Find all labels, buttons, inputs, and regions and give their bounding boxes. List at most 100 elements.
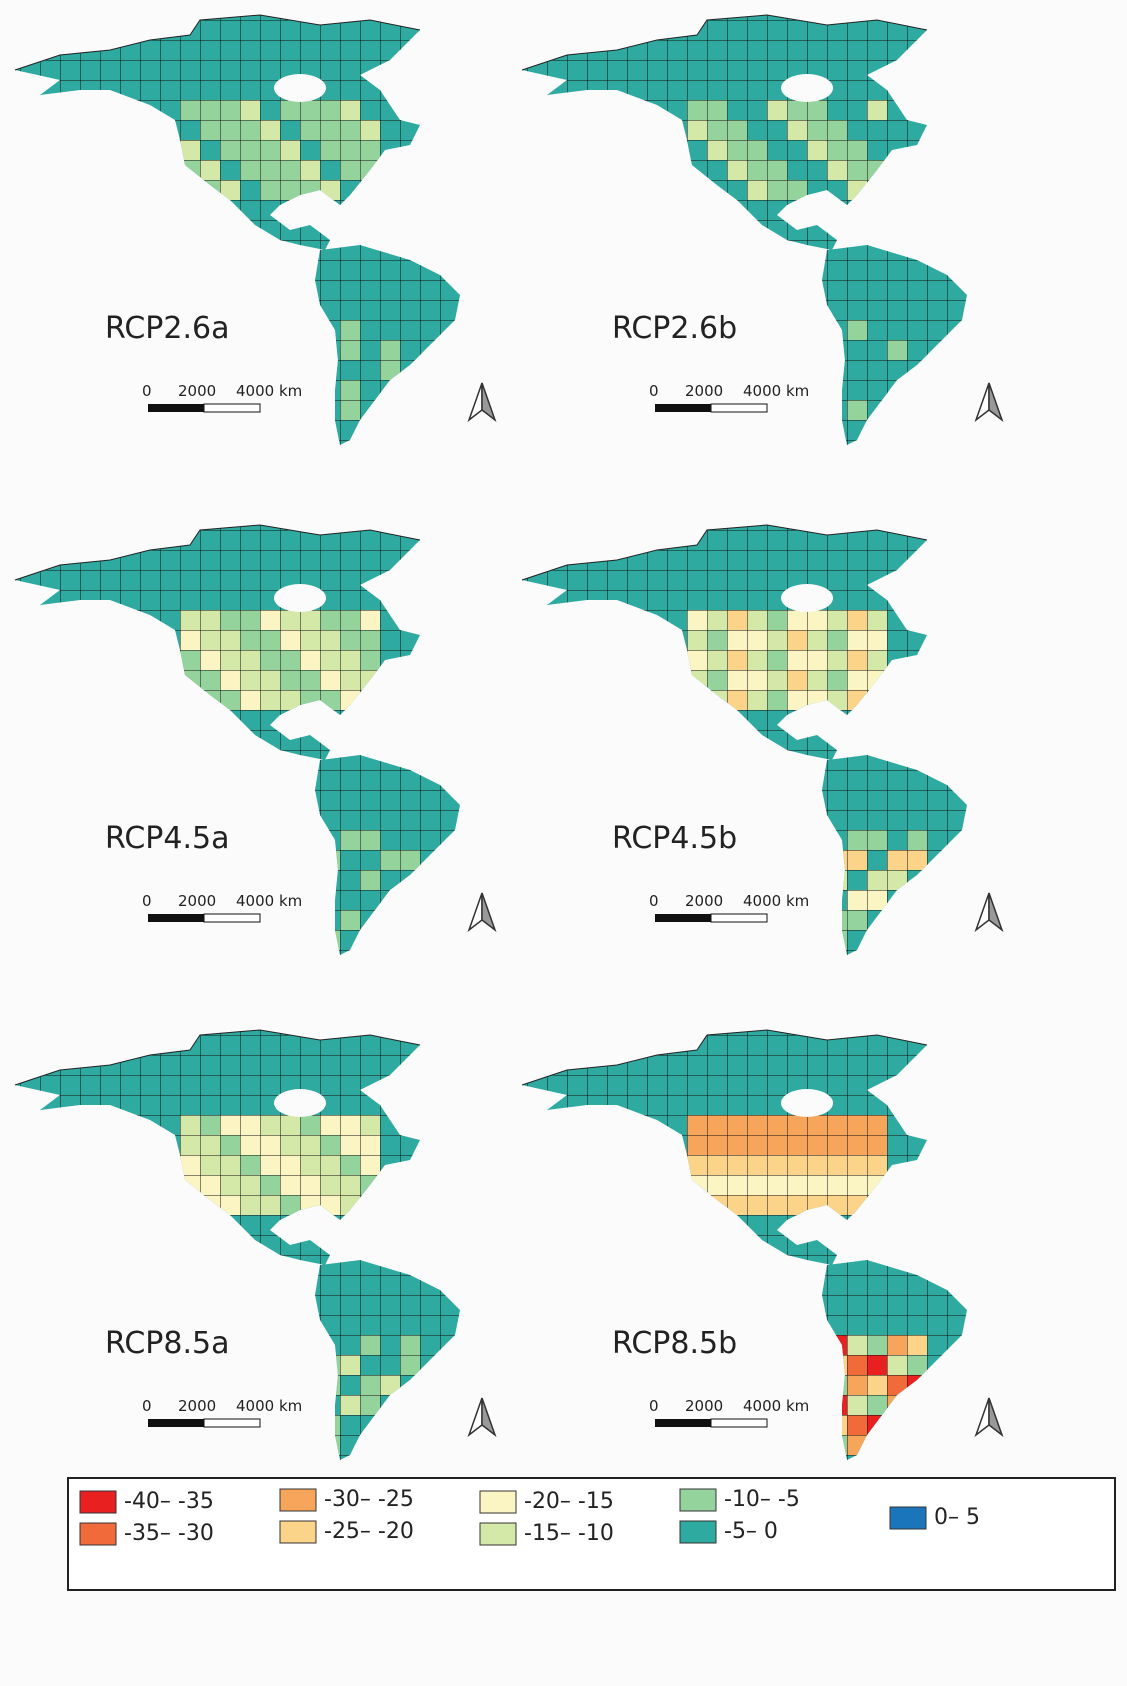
grid-cell — [380, 910, 400, 930]
grid-cell — [907, 1395, 927, 1415]
legend-swatch — [679, 1520, 717, 1544]
panel-label: RCP2.6b — [612, 311, 737, 346]
grid-cell — [887, 400, 907, 420]
scale-label: 2000 — [685, 892, 723, 910]
grid-cell — [400, 1395, 420, 1415]
coast — [521, 524, 928, 581]
legend-label: -30– -25 — [324, 1487, 414, 1512]
panel-label: RCP8.5b — [612, 1326, 737, 1361]
grid-cell — [360, 1195, 380, 1215]
legend-box — [67, 1477, 1116, 1591]
scale-bar-white — [203, 913, 261, 923]
scale-label: 2000 — [685, 382, 723, 400]
scale-bar-black — [148, 914, 204, 922]
scale-label: 0 — [142, 1397, 152, 1415]
panel-label: RCP4.5a — [105, 821, 229, 856]
hudson-bay — [274, 1089, 326, 1117]
panel-label: RCP2.6a — [105, 311, 229, 346]
hudson-bay — [274, 584, 326, 612]
grid-cell — [360, 1435, 380, 1455]
grid-cell — [887, 910, 907, 930]
grid-cell — [687, 1195, 707, 1215]
coast — [14, 524, 421, 581]
grid-cell — [180, 690, 200, 710]
north-arrow — [974, 382, 990, 423]
panel-label: RCP4.5b — [612, 821, 737, 856]
grid-cell — [907, 1435, 927, 1455]
grid-cell — [867, 930, 887, 950]
legend-swatch — [889, 1506, 927, 1530]
grid-cell — [360, 180, 380, 200]
map-panel: RCP8.5a 0 2000 4000 km — [14, 1029, 497, 1460]
scale-bar-white — [710, 913, 768, 923]
grid-cell — [687, 690, 707, 710]
coast — [14, 14, 421, 71]
legend-swatch — [479, 1490, 517, 1514]
grid-cell — [380, 1435, 400, 1455]
grid-cell — [380, 930, 400, 950]
hudson-bay — [274, 74, 326, 102]
scale-bar-black — [148, 1419, 204, 1427]
map-panel: RCP2.6b 0 2000 4000 km — [521, 14, 1004, 445]
north-arrow — [467, 382, 483, 423]
grid-cell — [887, 1435, 907, 1455]
legend-label: -5– 0 — [724, 1519, 778, 1544]
scale-label: 0 — [649, 382, 659, 400]
scale-bar-black — [655, 914, 711, 922]
hudson-bay — [781, 74, 833, 102]
grid-cell — [867, 1435, 887, 1455]
north-arrow — [481, 892, 497, 933]
scale-label: 4000 km — [743, 382, 809, 400]
legend-label: -40– -35 — [124, 1489, 214, 1514]
north-arrow — [481, 1397, 497, 1438]
scale-bar-white — [203, 1418, 261, 1428]
grid-cell — [380, 1415, 400, 1435]
coast — [521, 1029, 928, 1086]
north-arrow — [467, 1397, 483, 1438]
grid-cell — [907, 890, 927, 910]
north-arrow — [974, 1397, 990, 1438]
legend-label: -15– -10 — [524, 1521, 614, 1546]
scale-label: 2000 — [178, 1397, 216, 1415]
grid-cell — [887, 930, 907, 950]
north-arrow — [988, 382, 1004, 423]
scale-label: 2000 — [685, 1397, 723, 1415]
map-panel: RCP2.6a 0 2000 4000 km — [14, 14, 497, 445]
grid-cell — [400, 400, 420, 420]
north-arrow — [988, 1397, 1004, 1438]
legend-swatch — [279, 1488, 317, 1512]
legend-label: -20– -15 — [524, 1489, 614, 1514]
grid-cell — [180, 1195, 200, 1215]
grid-cell — [867, 180, 887, 200]
scale-label: 4000 km — [236, 382, 302, 400]
map-panel: RCP8.5b 0 2000 4000 km — [521, 1029, 1004, 1460]
legend-label: -35– -30 — [124, 1521, 214, 1546]
grid-cell — [867, 420, 887, 440]
grid-cell — [907, 380, 927, 400]
coast — [521, 14, 928, 71]
north-arrow — [481, 382, 497, 423]
legend-swatch — [79, 1490, 117, 1514]
grid-cell — [907, 400, 927, 420]
scale-label: 0 — [649, 1397, 659, 1415]
scale-bar-white — [710, 1418, 768, 1428]
scale-bar-white — [710, 403, 768, 413]
scale-label: 4000 km — [236, 1397, 302, 1415]
legend-swatch — [479, 1522, 517, 1546]
grid-cell — [907, 1415, 927, 1435]
north-arrow — [974, 892, 990, 933]
grid-cell — [360, 930, 380, 950]
grid-cell — [867, 690, 887, 710]
legend-label: -25– -20 — [324, 1519, 414, 1544]
scale-bar-white — [203, 403, 261, 413]
scale-label: 0 — [649, 892, 659, 910]
north-arrow — [988, 892, 1004, 933]
north-arrow — [467, 892, 483, 933]
grid-cell — [380, 400, 400, 420]
grid-cell — [687, 180, 707, 200]
grid-cell — [887, 1415, 907, 1435]
grid-cell — [400, 910, 420, 930]
grid-cell — [180, 180, 200, 200]
grid-cell — [887, 420, 907, 440]
